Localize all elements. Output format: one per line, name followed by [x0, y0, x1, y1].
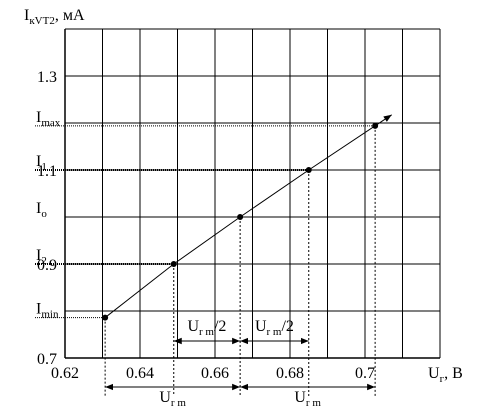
x-axis-label: Uг, В [428, 365, 463, 385]
level-label-sub: min [41, 309, 59, 321]
half-span-label-main: U [255, 318, 267, 335]
x-tick-label: 0.62 [51, 365, 79, 382]
half-span-label-sub: r m [267, 326, 282, 338]
x-axis-label-rest: , В [444, 365, 463, 382]
line-tail [374, 114, 392, 127]
level-label: Imax [36, 109, 61, 129]
span-label-sub: r m [171, 397, 186, 409]
y-axis-label-main: I [24, 7, 29, 24]
span-label-main: U [294, 389, 306, 406]
half-span-label-main: U [187, 318, 199, 335]
y-axis-label-sub: кVT2 [29, 15, 55, 27]
y-tick-label: 0.9 [37, 257, 57, 274]
span-label: Ur m [159, 389, 186, 409]
span-label-sub: r m [306, 397, 321, 409]
point [372, 122, 379, 129]
x-axis-label-sub: г [440, 373, 445, 385]
level-label-main: I [36, 301, 41, 318]
span-label: Ur m [294, 389, 321, 409]
y-tick-label: 1.3 [37, 69, 57, 86]
x-tick-label: 0.64 [126, 365, 154, 382]
y-axis-label-rest: , мА [55, 7, 85, 24]
x-tick-label: 0.66 [201, 365, 229, 382]
y-axis-label: IкVT2, мА [24, 7, 85, 27]
x-tick-label: 0.7 [355, 365, 375, 382]
level-label: I2 [36, 247, 47, 267]
half-span-label: Ur m/2 [255, 318, 294, 338]
y-tick-label: 1.1 [37, 163, 57, 180]
level-label-sub: o [41, 208, 47, 220]
y-tick-label: 0.7 [37, 351, 57, 368]
point [170, 261, 177, 267]
level-label: I1 [36, 153, 47, 173]
half-span-label-sub: r m [199, 326, 214, 338]
level-label-main: I [36, 109, 41, 126]
span-label-main: U [159, 389, 171, 406]
level-label-sub: 1 [41, 161, 47, 173]
level-label-sub: 2 [41, 255, 47, 267]
level-label-main: I [36, 200, 41, 217]
level-label: Imin [36, 301, 59, 321]
level-label-sub: max [41, 117, 60, 129]
x-tick-label: 0.68 [276, 365, 304, 382]
point [305, 167, 312, 173]
point [102, 314, 109, 321]
half-span-label-rest: /2 [214, 318, 226, 335]
level-label-main: I [36, 247, 41, 264]
level-label-main: I [36, 153, 41, 170]
level-label: Io [36, 200, 47, 220]
x-axis-label-main: U [428, 365, 440, 382]
point [237, 214, 244, 220]
half-span-label: Ur m/2 [187, 318, 226, 338]
half-span-label-rest: /2 [281, 318, 293, 335]
